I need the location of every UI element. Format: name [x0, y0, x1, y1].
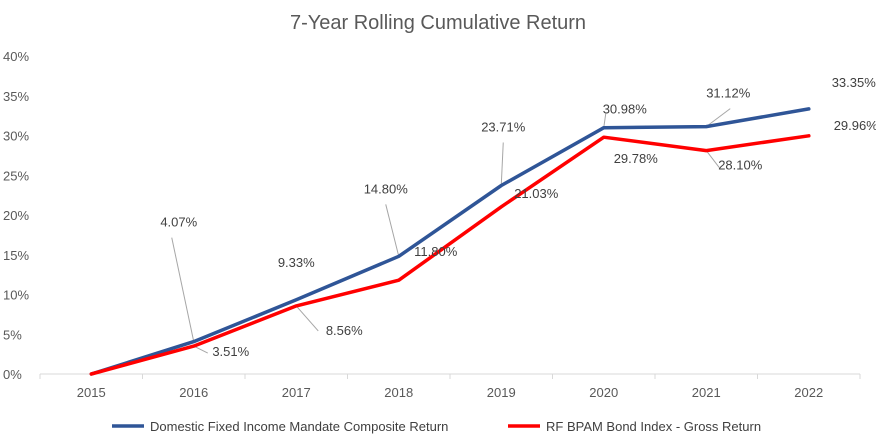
data-label: 29.78%	[614, 151, 659, 166]
x-tick-label: 2019	[487, 385, 516, 400]
legend-label: RF BPAM Bond Index - Gross Return	[546, 419, 761, 434]
y-tick-label: 25%	[3, 168, 29, 183]
chart-axes: 2015 2016 2017 2018 2019 2020 2021 2022 0% 5% 10% 1…	[3, 49, 861, 400]
data-label-leader	[500, 142, 504, 186]
y-tick-label: 35%	[3, 89, 29, 104]
series-line-1	[89, 134, 811, 376]
data-label: 9.33%	[278, 255, 315, 270]
series-line-0	[89, 107, 811, 376]
data-label: 8.56%	[326, 323, 363, 338]
y-tick-label: 30%	[3, 129, 29, 144]
data-label: 33.35%	[832, 75, 876, 90]
legend-item: Domestic Fixed Income Mandate Composite …	[112, 419, 448, 434]
x-tick-label: 2021	[692, 385, 721, 400]
data-label-leader	[705, 108, 731, 127]
x-tick-label: 2020	[589, 385, 618, 400]
data-label: 3.51%	[212, 344, 249, 359]
y-tick-label: 10%	[3, 288, 29, 303]
legend-label: Domestic Fixed Income Mandate Composite …	[150, 419, 448, 434]
data-label: 29.96%	[834, 118, 876, 133]
data-label: 23.71%	[481, 120, 526, 135]
data-label-leader	[171, 237, 195, 342]
data-label: 4.07%	[160, 215, 197, 230]
data-label: 28.10%	[718, 158, 763, 173]
data-label: 14.80%	[364, 181, 409, 196]
data-label-leader	[385, 204, 400, 257]
data-label: 11.80%	[414, 244, 458, 259]
y-tick-label: 40%	[3, 49, 29, 64]
x-tick-label: 2022	[794, 385, 823, 400]
chart-legend: Domestic Fixed Income Mandate Composite …	[112, 419, 761, 434]
series-lines	[89, 107, 811, 376]
data-labels: 4.07% 9.33% 14.80% 23.71% 30.98% 31.12% 33.35%…	[160, 75, 876, 359]
chart-title: 7-Year Rolling Cumulative Return	[290, 12, 586, 34]
legend-item: RF BPAM Bond Index - Gross Return	[508, 419, 761, 434]
data-label-leader	[295, 305, 319, 332]
y-tick-label: 5%	[3, 327, 22, 342]
x-tick-label: 2016	[179, 385, 208, 400]
data-label-leader	[603, 113, 607, 128]
x-tick-label: 2018	[384, 385, 413, 400]
y-tick-label: 15%	[3, 248, 29, 263]
data-label-leader	[193, 345, 208, 354]
y-tick-label: 0%	[3, 367, 22, 382]
data-label: 21.03%	[514, 186, 559, 201]
y-tick-label: 20%	[3, 208, 29, 223]
data-label-leader	[705, 150, 720, 168]
x-tick-label: 2017	[282, 385, 311, 400]
data-label: 31.12%	[706, 86, 751, 101]
data-label-leaders	[171, 108, 731, 354]
data-label: 30.98%	[603, 102, 648, 117]
x-tick-label: 2015	[77, 385, 106, 400]
